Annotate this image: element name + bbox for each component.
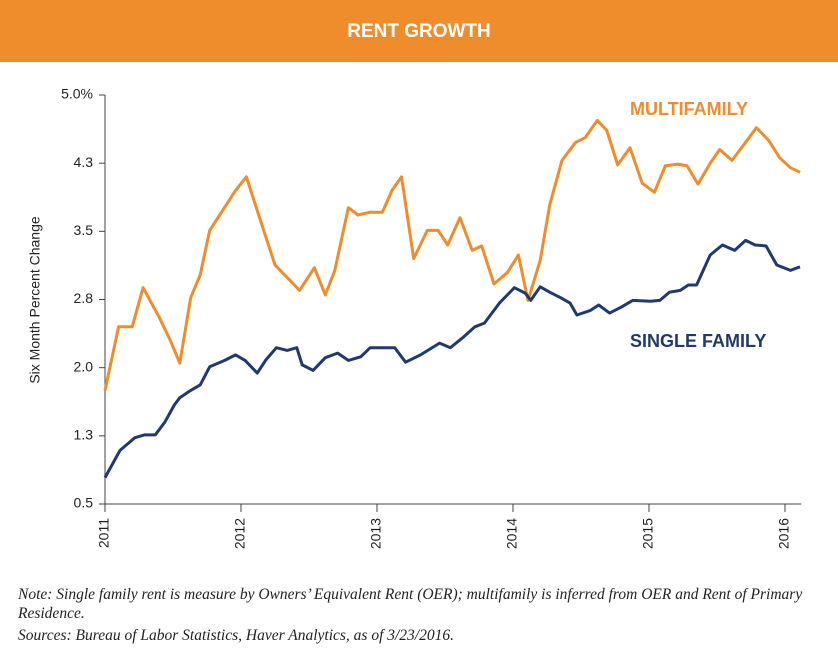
x-tick-label: 2013 — [368, 518, 384, 549]
y-tick-label: 3.5 — [74, 222, 94, 238]
y-tick-label: 1.3 — [74, 427, 94, 443]
note: Note: Single family rent is measure by O… — [18, 586, 803, 622]
chart: RENT GROWTH Six Month Percent Change 0.5… — [0, 0, 838, 549]
x-tick-label: 2014 — [504, 518, 520, 549]
x-tick-label: 2016 — [776, 518, 792, 549]
x-tick-label: 2011 — [96, 518, 112, 548]
series-line — [103, 118, 801, 391]
series-line — [103, 238, 801, 479]
source: Sources: Bureau of Labor Statistics, Hav… — [18, 627, 454, 644]
y-tick-label: 4.3 — [74, 154, 94, 170]
y-tick-label: 5.0% — [61, 86, 93, 102]
chart-title: RENT GROWTH — [347, 21, 491, 42]
series-label: SINGLE FAMILY — [630, 331, 766, 351]
title-bar — [0, 0, 838, 62]
y-tick-label: 0.5 — [74, 495, 94, 511]
series-label: MULTIFAMILY — [630, 99, 748, 119]
y-tick-label: 2.0 — [74, 358, 94, 374]
notes: Note: Single family rent is measure by O… — [18, 585, 818, 648]
y-tick-label: 2.8 — [74, 290, 94, 306]
x-tick-label: 2015 — [640, 518, 656, 549]
x-tick-label: 2012 — [232, 518, 248, 549]
y-axis-label: Six Month Percent Change — [27, 216, 43, 384]
